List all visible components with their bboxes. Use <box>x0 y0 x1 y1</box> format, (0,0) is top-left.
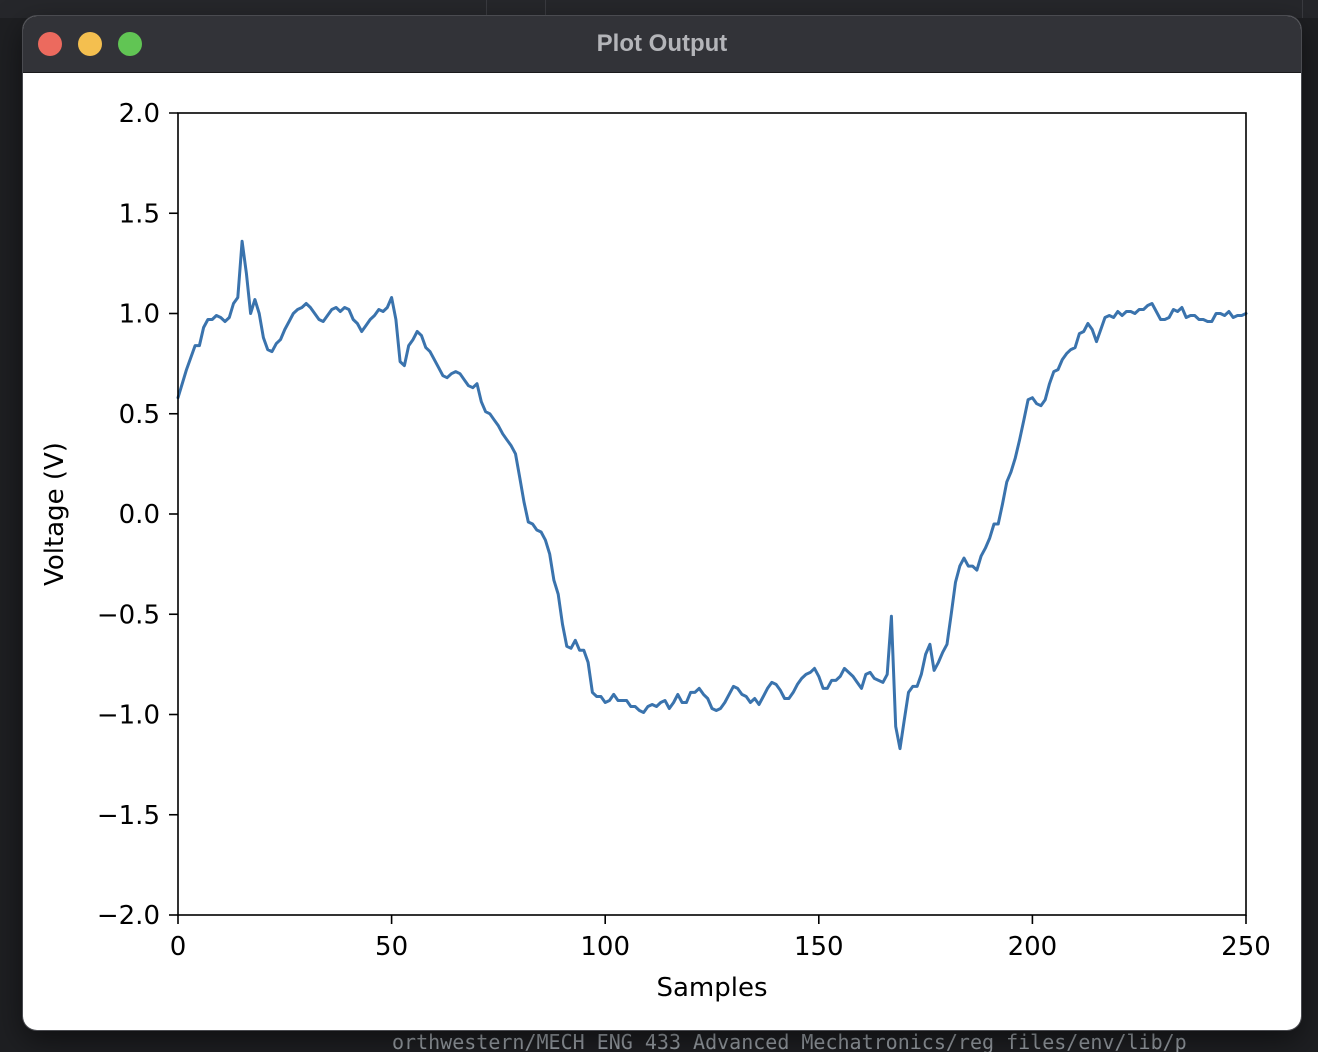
plot-area: 0 50 100 150 200 250 2.0 1.5 1.0 0.5 0.0 −0.5 −1.0 −… <box>23 73 1301 1030</box>
close-window-button[interactable] <box>38 32 62 56</box>
axes-frame <box>177 112 1247 916</box>
minimize-window-button[interactable] <box>78 32 102 56</box>
y-tick-label: 0.5 <box>119 400 160 430</box>
y-tick-label: 1.5 <box>119 199 160 229</box>
window-titlebar[interactable]: Plot Output <box>23 16 1301 73</box>
y-tick-label: −0.5 <box>97 600 160 630</box>
line-chart: 0 50 100 150 200 250 2.0 1.5 1.0 0.5 0.0 −0.5 −1.0 −… <box>40 99 1271 1003</box>
y-tick-label: −1.0 <box>97 701 160 731</box>
voltage-series-line <box>176 239 1248 751</box>
window-title: Plot Output <box>596 30 728 57</box>
y-tick-label: 2.0 <box>119 99 160 129</box>
x-axis-ticks: 0 50 100 150 200 250 <box>170 915 1271 962</box>
y-tick-label: −1.5 <box>97 801 160 831</box>
plot-window: Plot Output 0 50 100 150 200 250 2.0 1.5 1.0 0.5… <box>23 16 1301 1030</box>
y-axis-ticks: 2.0 1.5 1.0 0.5 0.0 −0.5 −1.0 −1.5 −2.0 <box>97 99 178 931</box>
y-tick-label: 1.0 <box>119 300 160 330</box>
maximize-window-button[interactable] <box>118 32 142 56</box>
x-tick-label: 0 <box>170 932 187 962</box>
x-axis-label: Samples <box>656 973 767 1003</box>
x-tick-label: 100 <box>580 932 630 962</box>
y-axis-label: Voltage (V) <box>40 442 70 586</box>
x-tick-label: 200 <box>1008 932 1058 962</box>
y-tick-label: −2.0 <box>97 901 160 931</box>
x-tick-label: 50 <box>375 932 408 962</box>
x-tick-label: 150 <box>794 932 844 962</box>
background-terminal-path: orthwestern/MECH ENG 433 Advanced Mechat… <box>392 1030 1187 1052</box>
background-tab-strip <box>0 0 1318 18</box>
y-tick-label: 0.0 <box>119 500 160 530</box>
x-tick-label: 250 <box>1221 932 1271 962</box>
